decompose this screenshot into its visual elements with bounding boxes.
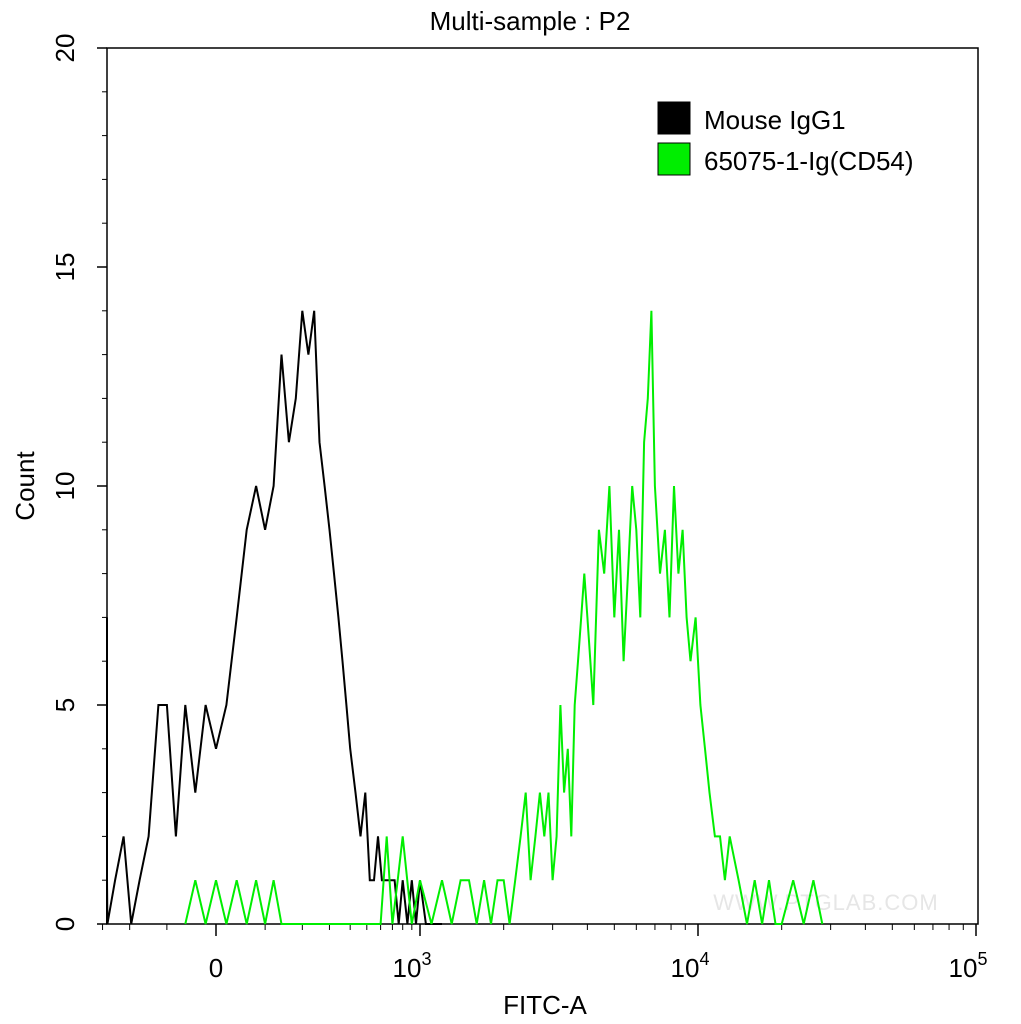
legend-label-cd54: 65075-1-Ig(CD54) (704, 146, 914, 176)
series-line-0 (106, 310, 442, 925)
x-tick-label: 105 (949, 949, 988, 983)
watermark-text: WWW.PTGLAB.COM (713, 890, 938, 915)
x-tick-label: 0 (209, 953, 223, 983)
series-layer (106, 310, 824, 925)
x-axis: 0 103 104 105 (102, 924, 988, 983)
y-tick-label: 5 (50, 698, 80, 712)
legend: Mouse IgG1 65075-1-Ig(CD54) (657, 101, 914, 176)
x-axis-title: FITC-A (503, 990, 587, 1020)
y-axis: 0 5 10 15 20 (50, 34, 107, 931)
y-tick-label: 0 (50, 917, 80, 931)
x-tick-label: 103 (393, 949, 432, 983)
legend-label-mouse-igg1: Mouse IgG1 (704, 105, 846, 135)
y-tick-label: 10 (50, 472, 80, 501)
x-tick-label: 104 (671, 949, 710, 983)
series-line-1 (184, 310, 824, 925)
y-tick-label: 15 (50, 253, 80, 282)
legend-swatch-cd54 (657, 142, 691, 176)
y-tick-label: 20 (50, 34, 80, 63)
chart-title: Multi-sample : P2 (430, 6, 631, 36)
y-axis-title: Count (10, 451, 40, 521)
legend-swatch-mouse-igg1 (657, 101, 691, 135)
plot-frame (106, 47, 979, 925)
